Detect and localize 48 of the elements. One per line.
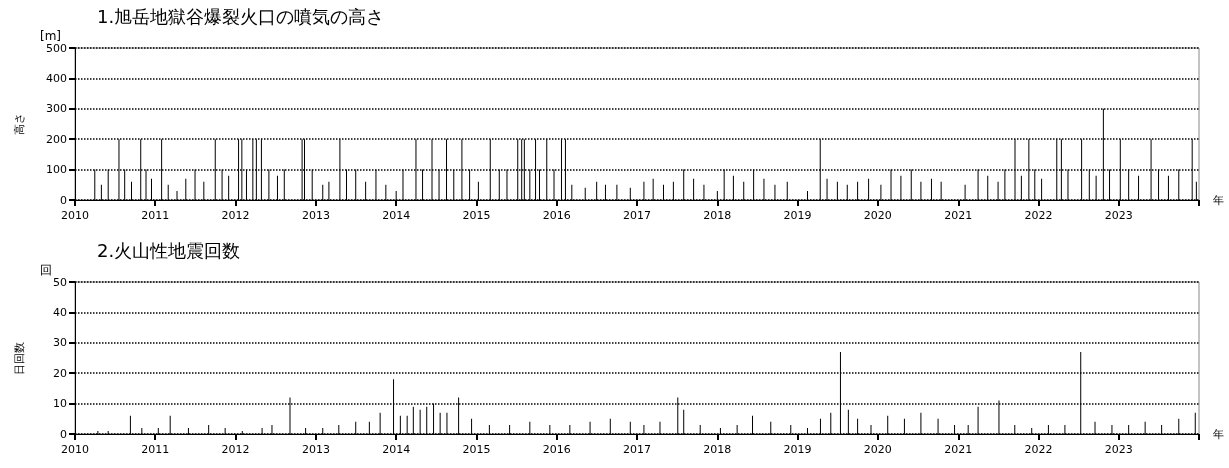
- x-tick-label: 2011: [141, 443, 170, 456]
- x-tick-label: 2015: [462, 209, 491, 222]
- x-tick-label: 2019: [783, 209, 812, 222]
- x-tick-label: 2018: [703, 209, 732, 222]
- x-tick-label: 2016: [542, 443, 571, 456]
- x-tick-label: 2022: [1024, 443, 1053, 456]
- x-tick-label: 2014: [382, 209, 411, 222]
- y-tick-label: 40: [53, 305, 67, 319]
- x-tick-label: 2015: [462, 443, 491, 456]
- x-tick-label: 2019: [783, 443, 812, 456]
- y-tick-label: 10: [53, 397, 67, 411]
- x-tick-label: 2016: [542, 209, 571, 222]
- x-tick-label: 2011: [141, 209, 170, 222]
- x-tick-label: 2020: [863, 209, 892, 222]
- x-tick-label: 2023: [1104, 443, 1133, 456]
- y-axis-title: 高さ: [13, 113, 26, 135]
- text: [m]: [40, 29, 62, 43]
- x-tick-label: 2010: [61, 443, 89, 456]
- x-tick-label: 2010: [61, 209, 89, 222]
- x-tick-label: 2018: [703, 443, 732, 456]
- x-tick-label: 2012: [221, 209, 250, 222]
- y-tick-label: 200: [46, 132, 67, 146]
- text: 回: [40, 263, 52, 277]
- x-tick-label: 2023: [1104, 209, 1133, 222]
- y-tick-label: 500: [46, 41, 67, 55]
- x-tick-label: 2017: [623, 443, 652, 456]
- x-tick-label: 2020: [863, 443, 892, 456]
- x-axis-title: 年: [1213, 193, 1224, 207]
- x-tick-label: 2021: [944, 443, 973, 456]
- y-tick-label: 100: [46, 163, 67, 177]
- y-tick-label: 0: [60, 193, 67, 207]
- y-tick-label: 30: [53, 336, 67, 350]
- y-tick-label: 400: [46, 71, 67, 85]
- x-tick-label: 2012: [221, 443, 250, 456]
- x-tick-label: 2021: [944, 209, 973, 222]
- y-axis-title: 日回数: [13, 341, 26, 375]
- x-tick-label: 2013: [301, 443, 330, 456]
- chart-title: 1.旭岳地獄谷爆裂火口の噴気の高さ: [97, 5, 385, 27]
- x-tick-label: 2017: [623, 209, 652, 222]
- y-tick-label: 300: [46, 102, 67, 116]
- y-tick-label: 20: [53, 366, 67, 380]
- y-tick-label: 50: [53, 275, 67, 289]
- x-tick-label: 2014: [382, 443, 411, 456]
- chart-title: 2.火山性地震回数: [97, 239, 241, 261]
- x-tick-label: 2013: [301, 209, 330, 222]
- y-tick-label: 0: [60, 427, 67, 441]
- x-tick-label: 2022: [1024, 209, 1053, 222]
- x-axis-title: 年: [1213, 427, 1224, 441]
